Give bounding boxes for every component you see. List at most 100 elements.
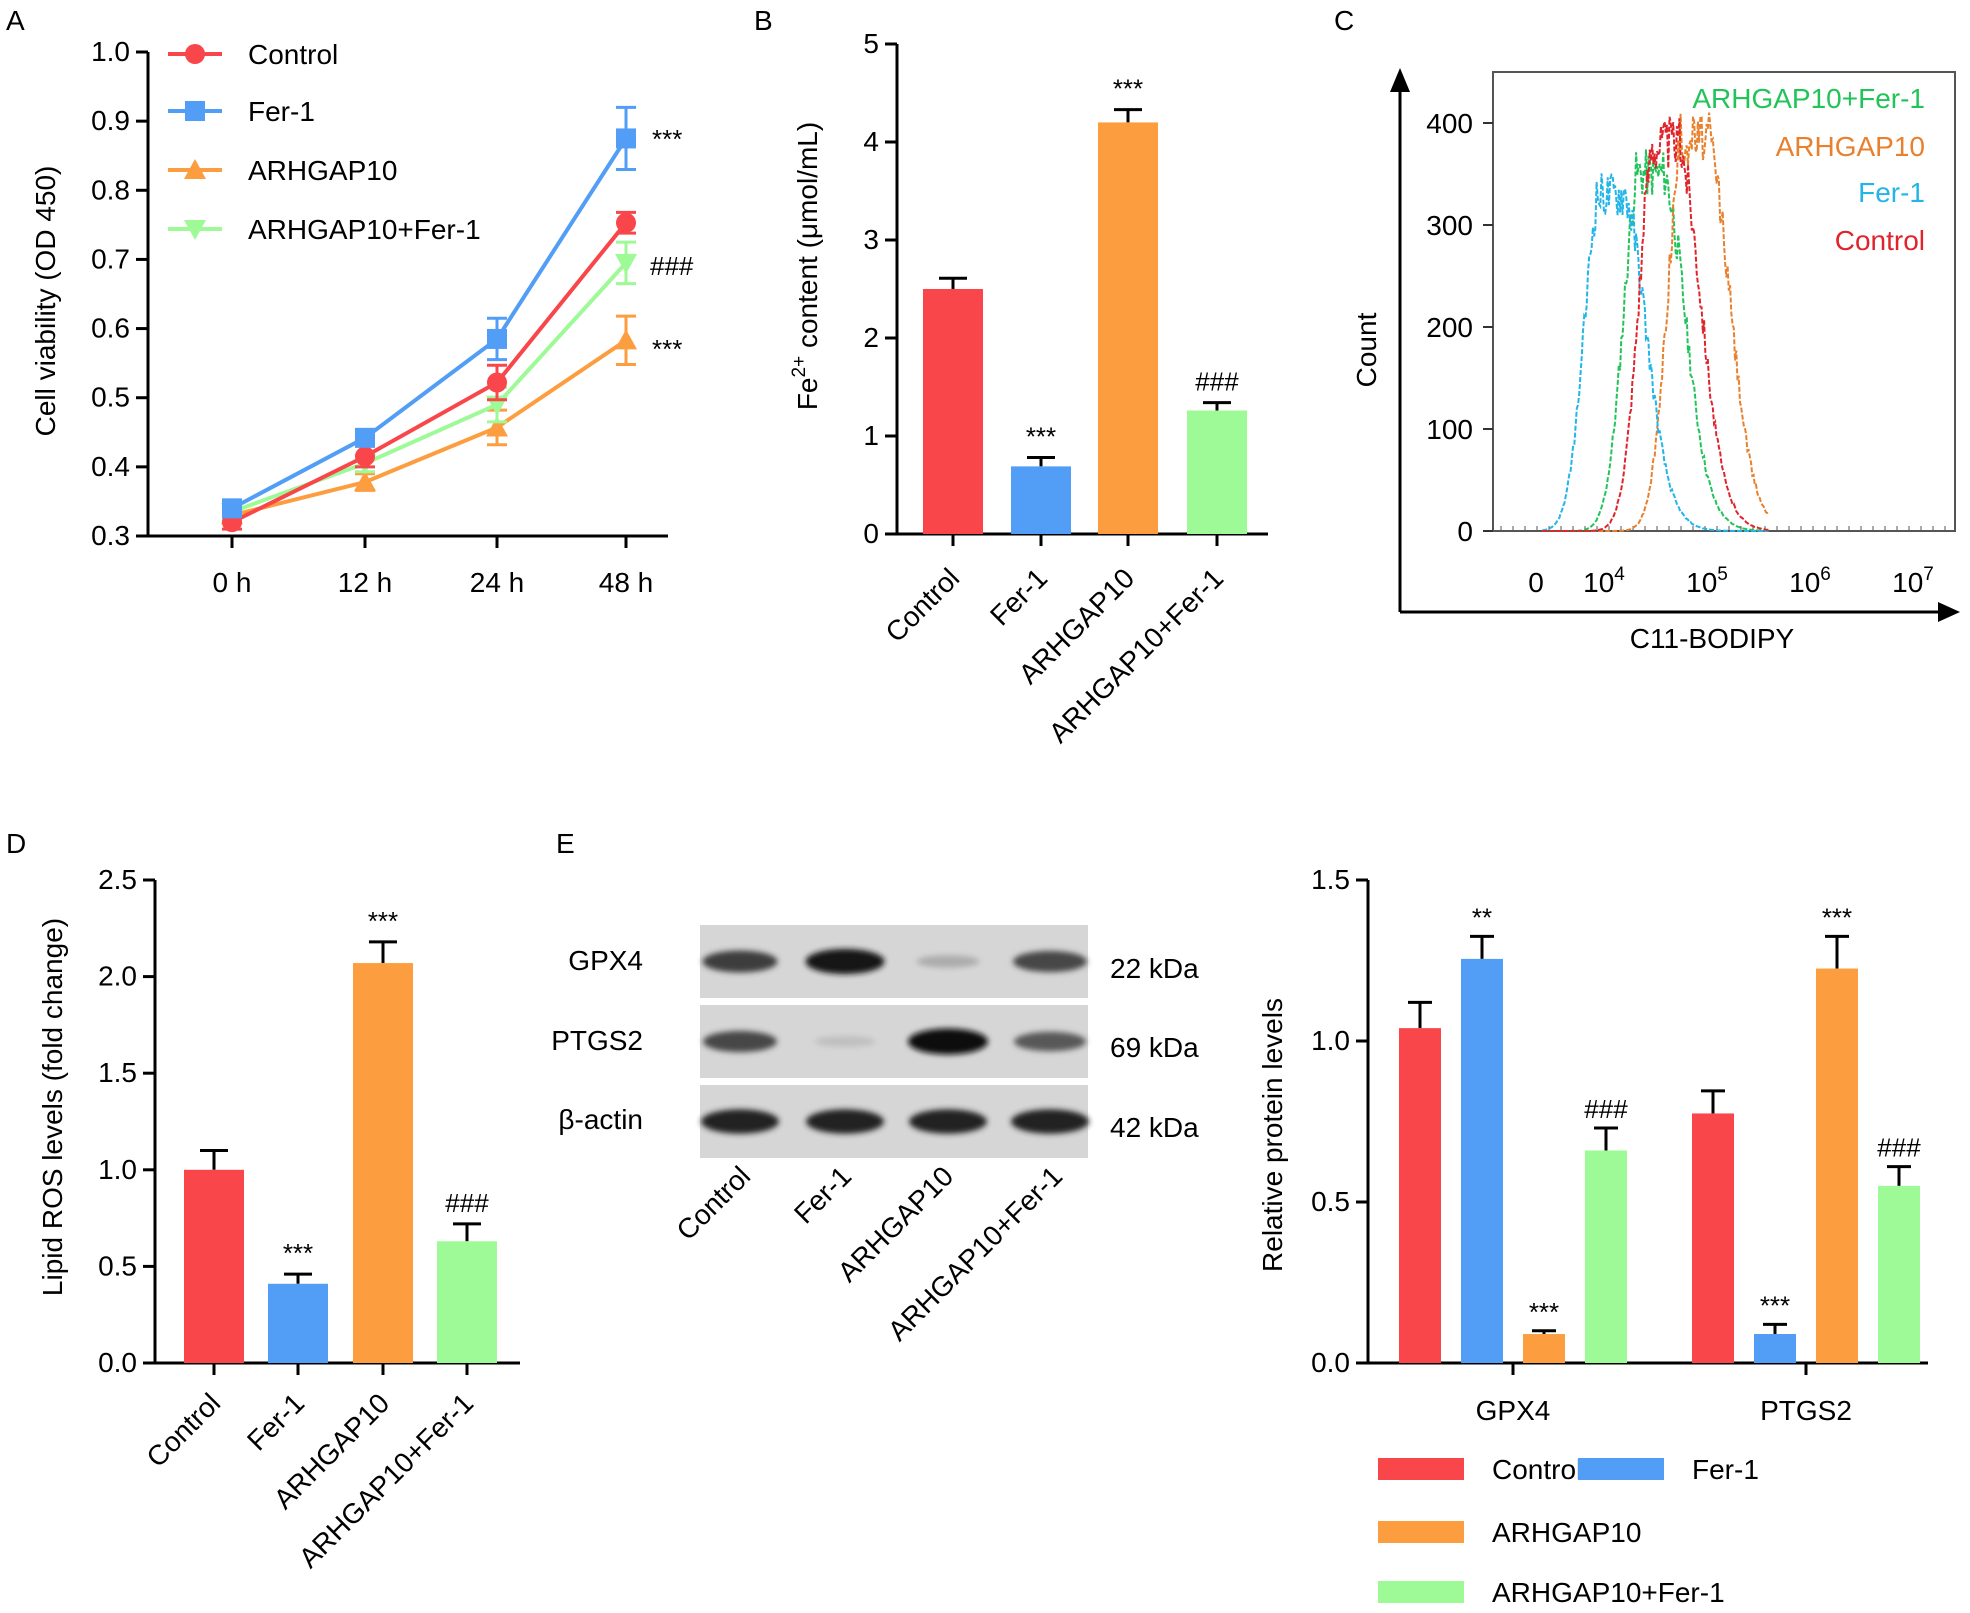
panel-e-y-tick-label: 1.5: [1311, 864, 1350, 895]
panel-a-annotation-fer1: ***: [652, 124, 682, 154]
panel-b-x-tick-label: ARHGAP10+Fer-1: [1043, 562, 1229, 748]
panel-e-legend-label-control: Control: [1492, 1454, 1582, 1485]
panel-a-point-arhgap10: [615, 329, 637, 350]
panel-a-annotation-arhgap10-fer1: ###: [650, 251, 694, 281]
panel-c-histogram-control: [1542, 116, 1769, 532]
panel-a-y-tick-label: 1.0: [91, 36, 130, 67]
panel-e-x-tick-label: GPX4: [1476, 1395, 1551, 1426]
panel-e-legend-label-arhgap10-fer-1: ARHGAP10+Fer-1: [1492, 1577, 1725, 1608]
panel-c-x-tick-label: 104: [1583, 564, 1625, 598]
panel-c-x-tick-exponent: 5: [1717, 564, 1728, 585]
wb-band-ptgs2: [908, 1028, 988, 1055]
panel-c-x-tick-base: 10: [1789, 567, 1820, 598]
panel-c-x-tick-label: 106: [1789, 564, 1831, 598]
panel-a-y-tick-label: 0.4: [91, 451, 130, 482]
panel-c-y-tick-label: 400: [1426, 108, 1473, 139]
panel-d-bar: [353, 963, 413, 1363]
panel-a-point-control: [616, 212, 636, 233]
panel-b-bar: [1098, 122, 1158, 535]
panel-d-x-tick-label: Control: [140, 1387, 226, 1473]
wb-band-gpx4: [916, 955, 980, 968]
panel-a-y-tick-label: 0.6: [91, 313, 130, 344]
panel-a-legend-label-fer-1: Fer-1: [248, 96, 315, 127]
panel-a-legend-label-control: Control: [248, 39, 338, 70]
wb-band--actin: [909, 1109, 987, 1134]
panel-a-axes: 0.3 0.4 0.5 0.6 0.7 0.8 0.9 1.0 0 h 12 h 24 h 48 h: [91, 36, 668, 598]
panel-b-x-tick-label: Control: [879, 562, 965, 648]
panel-e-bar-arhgap10: [1523, 1334, 1565, 1363]
panel-e-significance-label: ###: [1584, 1094, 1628, 1124]
panel-a-point-fer-1: [355, 427, 375, 448]
panel-c-legend-label-arhgap10-fer-1: ARHGAP10+Fer-1: [1692, 83, 1925, 114]
panel-a-point-arhgap10-fer-1: [615, 253, 637, 274]
panel-c-y-tick-label: 200: [1426, 312, 1473, 343]
panel-e-bar-fer-1: [1754, 1334, 1796, 1363]
panel-a-line-chart: 0.30.40.50.60.70.80.91.00 h 12 h 24 h 48 h …: [30, 36, 694, 598]
panel-e-y-tick-label: 0.5: [1311, 1186, 1350, 1217]
panel-e-significance-label: ###: [1877, 1133, 1921, 1163]
wb-band-ptgs2: [1014, 1031, 1086, 1052]
panel-label-c: C: [1334, 5, 1354, 36]
panel-e-legend-label-fer-1: Fer-1: [1692, 1454, 1759, 1485]
panel-a-y-tick-label: 0.8: [91, 174, 130, 205]
panel-d-significance-label: ###: [445, 1188, 489, 1218]
panel-d-bar: [437, 1241, 497, 1363]
panel-e-bar-fer-1: [1461, 958, 1503, 1363]
panel-a-point-arhgap10: [486, 416, 508, 437]
panel-e-western-blot: GPX4 PTGS2 β-actin 22 kDa 69 kDa 42 kDa …: [551, 925, 1199, 1347]
panel-b-y-tick-label: 5: [863, 28, 879, 59]
panel-e-legend-label-arhgap10: ARHGAP10: [1492, 1517, 1641, 1548]
panel-b-plot: 012345Control***Fer-1***ARHGAP10###ARHGA…: [863, 28, 1268, 749]
wb-lane-label-fer1: Fer-1: [788, 1160, 857, 1229]
panel-e-significance-label: ***: [1760, 1290, 1790, 1320]
panel-a-y-tick-label: 0.9: [91, 105, 130, 136]
panel-e-y-tick-label: 0.0: [1311, 1347, 1350, 1378]
panel-b-bar-chart: 012345Control***Fer-1***ARHGAP10###ARHGA…: [789, 28, 1268, 749]
panel-a-x-tick-label: 0 h: [213, 567, 252, 598]
panel-e-legend-swatch-arhgap10: [1378, 1521, 1464, 1543]
panel-b-y-label-sup: 2+: [789, 356, 810, 378]
panel-c-histogram-arhgap10: [1542, 112, 1770, 532]
panel-e-bar-arhgap10-fer-1: [1878, 1185, 1920, 1363]
panel-a-point-arhgap10: [354, 471, 376, 492]
wb-band-gpx4: [702, 950, 778, 973]
panel-e-significance-label: ***: [1529, 1297, 1559, 1327]
wb-band--actin: [806, 1109, 884, 1134]
panel-b-y-label-prefix: Fe: [792, 377, 823, 410]
panel-a-line-arhgap10-fer-1: [231, 261, 628, 514]
panel-b-bar: [1187, 410, 1247, 534]
panel-d-bar: [184, 1169, 244, 1363]
panel-c-x-tick-label: 105: [1686, 564, 1728, 598]
panel-a-legend-marker-fer-1: [185, 101, 205, 121]
panel-d-y-tick-label: 0.0: [98, 1347, 137, 1378]
panel-e-significance-label: ***: [1822, 902, 1852, 932]
panel-c-y-tick-label: 100: [1426, 414, 1473, 445]
wb-size-label-ptgs2: 69 kDa: [1110, 1032, 1199, 1063]
wb-band-ptgs2: [814, 1036, 876, 1047]
wb-band--actin: [1011, 1109, 1089, 1134]
panel-d-y-tick-label: 2.0: [98, 961, 137, 992]
wb-size-label-gpx4: 22 kDa: [1110, 953, 1199, 984]
panel-c-histogram-fer-1: [1541, 172, 1769, 532]
panel-c-legend-label-fer-1: Fer-1: [1858, 177, 1925, 208]
panel-d-bar: [268, 1283, 328, 1363]
panel-e-y-axis-label: Relative protein levels: [1257, 998, 1288, 1272]
panel-label-d: D: [6, 828, 26, 859]
panel-a-legend-label-arhgap10: ARHGAP10: [248, 155, 397, 186]
panel-a-line-fer-1: [231, 137, 628, 511]
panel-a-y-tick-label: 0.7: [91, 243, 130, 274]
wb-protein-label-gpx4: GPX4: [568, 945, 643, 976]
panel-c-x-axis-label: C11-BODIPY: [1630, 623, 1795, 654]
wb-band-ptgs2: [703, 1030, 777, 1053]
panel-a-series: [221, 105, 637, 533]
panel-a-x-tick-label: 24 h: [470, 567, 525, 598]
panel-a-point-control: [355, 446, 375, 467]
panel-c-x-tick-label: 0: [1528, 567, 1544, 598]
panel-a-y-tick-label: 0.3: [91, 520, 130, 551]
panel-e-bar-control: [1692, 1113, 1734, 1363]
panel-label-b: B: [754, 5, 773, 36]
panel-c-y-axis-arrow: [1390, 68, 1410, 92]
